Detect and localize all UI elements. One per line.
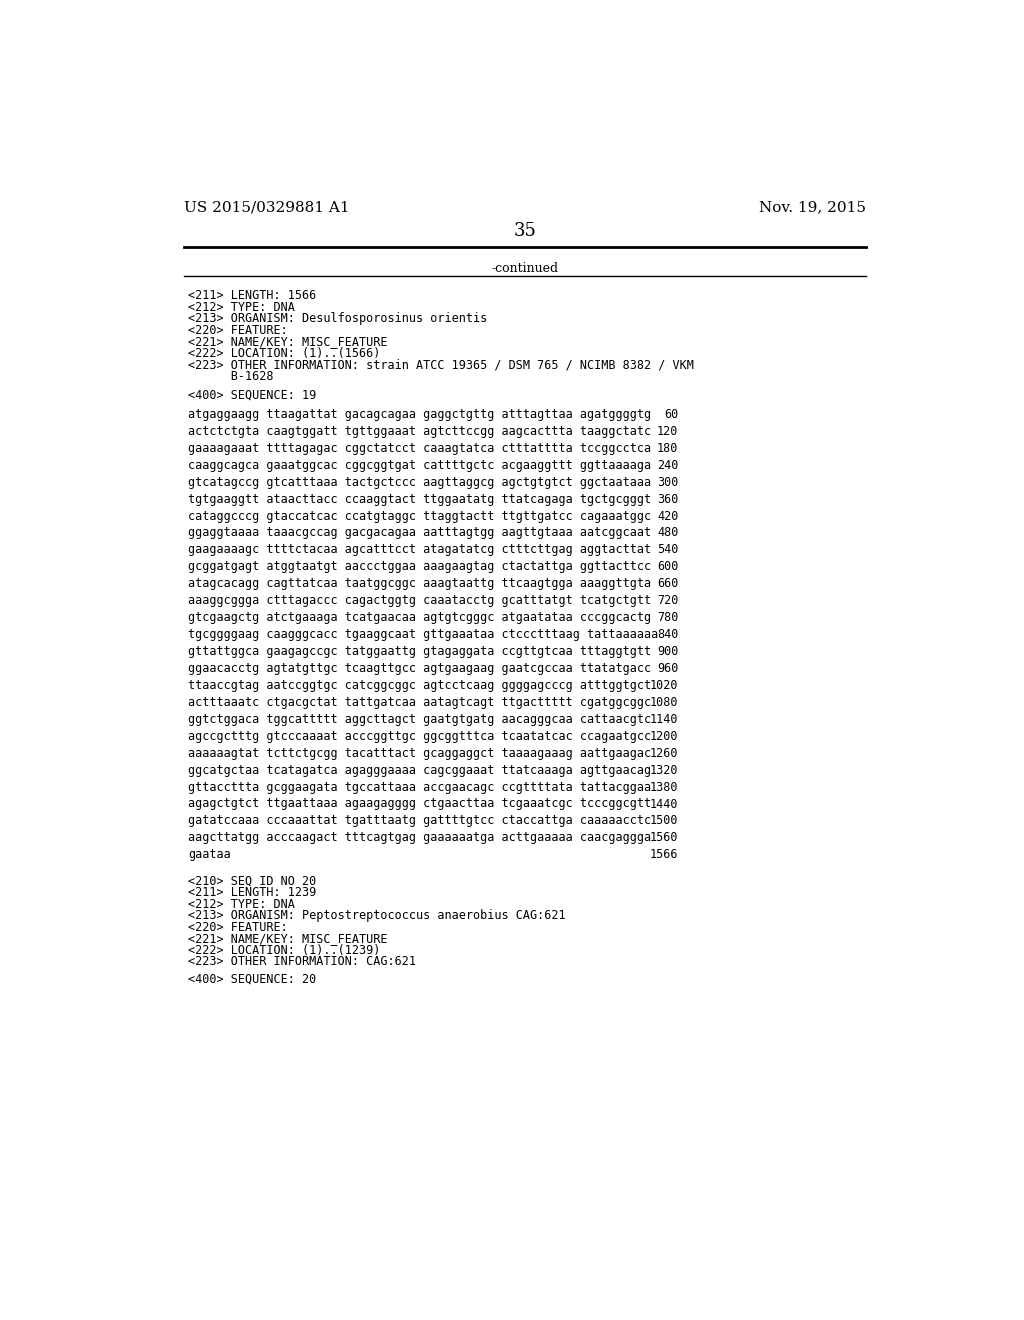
Text: tgtgaaggtt ataacttacc ccaaggtact ttggaatatg ttatcagaga tgctgcgggt: tgtgaaggtt ataacttacc ccaaggtact ttggaat… [188, 492, 651, 506]
Text: 720: 720 [656, 594, 678, 607]
Text: <212> TYPE: DNA: <212> TYPE: DNA [188, 301, 295, 314]
Text: 540: 540 [656, 544, 678, 557]
Text: 360: 360 [656, 492, 678, 506]
Text: 1080: 1080 [650, 696, 678, 709]
Text: <221> NAME/KEY: MISC_FEATURE: <221> NAME/KEY: MISC_FEATURE [188, 335, 388, 348]
Text: 1440: 1440 [650, 797, 678, 810]
Text: 900: 900 [656, 645, 678, 659]
Text: actctctgta caagtggatt tgttggaaat agtcttccgg aagcacttta taaggctatc: actctctgta caagtggatt tgttggaaat agtcttc… [188, 425, 651, 438]
Text: <210> SEQ ID NO 20: <210> SEQ ID NO 20 [188, 874, 316, 887]
Text: atgaggaagg ttaagattat gacagcagaa gaggctgttg atttagttaa agatggggtg: atgaggaagg ttaagattat gacagcagaa gaggctg… [188, 408, 651, 421]
Text: 1500: 1500 [650, 814, 678, 828]
Text: <213> ORGANISM: Desulfosporosinus orientis: <213> ORGANISM: Desulfosporosinus orient… [188, 313, 487, 326]
Text: 660: 660 [656, 577, 678, 590]
Text: <220> FEATURE:: <220> FEATURE: [188, 921, 288, 933]
Text: <213> ORGANISM: Peptostreptococcus anaerobius CAG:621: <213> ORGANISM: Peptostreptococcus anaer… [188, 909, 566, 923]
Text: <222> LOCATION: (1)..(1566): <222> LOCATION: (1)..(1566) [188, 347, 381, 360]
Text: <221> NAME/KEY: MISC_FEATURE: <221> NAME/KEY: MISC_FEATURE [188, 932, 388, 945]
Text: -continued: -continued [492, 263, 558, 276]
Text: <222> LOCATION: (1)..(1239): <222> LOCATION: (1)..(1239) [188, 944, 381, 957]
Text: gatatccaaa cccaaattat tgatttaatg gattttgtcc ctaccattga caaaaacctc: gatatccaaa cccaaattat tgatttaatg gattttg… [188, 814, 651, 828]
Text: B-1628: B-1628 [188, 370, 274, 383]
Text: 1560: 1560 [650, 832, 678, 845]
Text: aaaggcggga ctttagaccc cagactggtg caaatacctg gcatttatgt tcatgctgtt: aaaggcggga ctttagaccc cagactggtg caaatac… [188, 594, 651, 607]
Text: 300: 300 [656, 475, 678, 488]
Text: 600: 600 [656, 560, 678, 573]
Text: 1566: 1566 [650, 849, 678, 862]
Text: aagcttatgg acccaagact tttcagtgag gaaaaaatga acttgaaaaa caacgaggga: aagcttatgg acccaagact tttcagtgag gaaaaaa… [188, 832, 651, 845]
Text: 1020: 1020 [650, 678, 678, 692]
Text: gcggatgagt atggtaatgt aaccctggaa aaagaagtag ctactattga ggttacttcc: gcggatgagt atggtaatgt aaccctggaa aaagaag… [188, 560, 651, 573]
Text: 780: 780 [656, 611, 678, 624]
Text: <212> TYPE: DNA: <212> TYPE: DNA [188, 898, 295, 911]
Text: <220> FEATURE:: <220> FEATURE: [188, 323, 288, 337]
Text: actttaaatc ctgacgctat tattgatcaa aatagtcagt ttgacttttt cgatggcggc: actttaaatc ctgacgctat tattgatcaa aatagtc… [188, 696, 651, 709]
Text: 60: 60 [664, 408, 678, 421]
Text: ggaacacctg agtatgttgc tcaagttgcc agtgaagaag gaatcgccaa ttatatgacc: ggaacacctg agtatgttgc tcaagttgcc agtgaag… [188, 663, 651, 675]
Text: ggcatgctaa tcatagatca agagggaaaa cagcggaaat ttatcaaaga agttgaacag: ggcatgctaa tcatagatca agagggaaaa cagcgga… [188, 763, 651, 776]
Text: 240: 240 [656, 459, 678, 471]
Text: 1260: 1260 [650, 747, 678, 760]
Text: caaggcagca gaaatggcac cggcggtgat cattttgctc acgaaggttt ggttaaaaga: caaggcagca gaaatggcac cggcggtgat cattttg… [188, 459, 651, 471]
Text: 1320: 1320 [650, 763, 678, 776]
Text: 180: 180 [656, 442, 678, 455]
Text: gtcgaagctg atctgaaaga tcatgaacaa agtgtcgggc atgaatataa cccggcactg: gtcgaagctg atctgaaaga tcatgaacaa agtgtcg… [188, 611, 651, 624]
Text: gttattggca gaagagccgc tatggaattg gtagaggata ccgttgtcaa tttaggtgtt: gttattggca gaagagccgc tatggaattg gtagagg… [188, 645, 651, 659]
Text: 840: 840 [656, 628, 678, 642]
Text: ggtctggaca tggcattttt aggcttagct gaatgtgatg aacagggcaa cattaacgtc: ggtctggaca tggcattttt aggcttagct gaatgtg… [188, 713, 651, 726]
Text: gaagaaaagc ttttctacaa agcatttcct atagatatcg ctttcttgag aggtacttat: gaagaaaagc ttttctacaa agcatttcct atagata… [188, 544, 651, 557]
Text: ttaaccgtag aatccggtgc catcggcggc agtcctcaag ggggagcccg atttggtgct: ttaaccgtag aatccggtgc catcggcggc agtcctc… [188, 678, 651, 692]
Text: <400> SEQUENCE: 20: <400> SEQUENCE: 20 [188, 973, 316, 986]
Text: 1380: 1380 [650, 780, 678, 793]
Text: Nov. 19, 2015: Nov. 19, 2015 [759, 201, 866, 215]
Text: 1200: 1200 [650, 730, 678, 743]
Text: atagcacagg cagttatcaa taatggcggc aaagtaattg ttcaagtgga aaaggttgta: atagcacagg cagttatcaa taatggcggc aaagtaa… [188, 577, 651, 590]
Text: US 2015/0329881 A1: US 2015/0329881 A1 [183, 201, 349, 215]
Text: aaaaaagtat tcttctgcgg tacatttact gcaggaggct taaaagaaag aattgaagac: aaaaaagtat tcttctgcgg tacatttact gcaggag… [188, 747, 651, 760]
Text: ggaggtaaaa taaacgccag gacgacagaa aatttagtgg aagttgtaaa aatcggcaat: ggaggtaaaa taaacgccag gacgacagaa aatttag… [188, 527, 651, 540]
Text: 480: 480 [656, 527, 678, 540]
Text: 120: 120 [656, 425, 678, 438]
Text: gaataa: gaataa [188, 849, 231, 862]
Text: <400> SEQUENCE: 19: <400> SEQUENCE: 19 [188, 388, 316, 401]
Text: 420: 420 [656, 510, 678, 523]
Text: <211> LENGTH: 1566: <211> LENGTH: 1566 [188, 289, 316, 302]
Text: <223> OTHER INFORMATION: CAG:621: <223> OTHER INFORMATION: CAG:621 [188, 956, 417, 969]
Text: agagctgtct ttgaattaaa agaagagggg ctgaacttaa tcgaaatcgc tcccggcgtt: agagctgtct ttgaattaaa agaagagggg ctgaact… [188, 797, 651, 810]
Text: 960: 960 [656, 663, 678, 675]
Text: <223> OTHER INFORMATION: strain ATCC 19365 / DSM 765 / NCIMB 8382 / VKM: <223> OTHER INFORMATION: strain ATCC 193… [188, 359, 694, 372]
Text: gttaccttta gcggaagata tgccattaaa accgaacagc ccgttttata tattacggaa: gttaccttta gcggaagata tgccattaaa accgaac… [188, 780, 651, 793]
Text: cataggcccg gtaccatcac ccatgtaggc ttaggtactt ttgttgatcc cagaaatggc: cataggcccg gtaccatcac ccatgtaggc ttaggta… [188, 510, 651, 523]
Text: 1140: 1140 [650, 713, 678, 726]
Text: tgcggggaag caagggcacc tgaaggcaat gttgaaataa ctccctttaag tattaaaaaa: tgcggggaag caagggcacc tgaaggcaat gttgaaa… [188, 628, 658, 642]
Text: gaaaagaaat ttttagagac cggctatcct caaagtatca ctttatttta tccggcctca: gaaaagaaat ttttagagac cggctatcct caaagta… [188, 442, 651, 455]
Text: 35: 35 [513, 222, 537, 239]
Text: agccgctttg gtcccaaaat acccggttgc ggcggtttca tcaatatcac ccagaatgcc: agccgctttg gtcccaaaat acccggttgc ggcggtt… [188, 730, 651, 743]
Text: gtcatagccg gtcatttaaa tactgctccc aagttaggcg agctgtgtct ggctaataaa: gtcatagccg gtcatttaaa tactgctccc aagttag… [188, 475, 651, 488]
Text: <211> LENGTH: 1239: <211> LENGTH: 1239 [188, 886, 316, 899]
